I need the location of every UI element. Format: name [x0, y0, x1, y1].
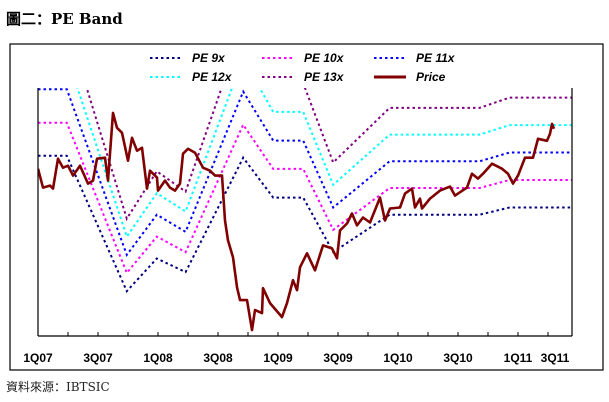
legend-label: PE 10x — [304, 51, 345, 65]
source-note: 資料來源：IBTSIC — [6, 380, 110, 394]
x-tick-label: 1Q08 — [143, 351, 173, 365]
x-ticks — [67, 332, 549, 336]
legend-item-pe-10x: PE 10x — [262, 51, 345, 65]
legend-item-pe-9x: PE 9x — [150, 51, 226, 65]
x-tick-label: 3Q07 — [83, 351, 113, 365]
series-line-pe-9x — [38, 154, 572, 294]
chart-frame — [9, 43, 604, 371]
series-line-pe-13x — [85, 88, 572, 222]
legend: PE 9x PE 10x PE 11x PE 12x PE 13x Price — [150, 51, 456, 84]
series-line-pe-10x — [38, 121, 572, 275]
x-tick-label: 3Q11 — [541, 351, 570, 365]
x-tick-label: 1Q07 — [23, 351, 53, 365]
legend-item-pe-11x: PE 11x — [374, 51, 456, 65]
legend-label: PE 12x — [192, 70, 233, 84]
legend-label: PE 9x — [192, 51, 226, 65]
x-tick-label: 1Q10 — [383, 351, 413, 365]
x-tick-label: 1Q09 — [263, 351, 293, 365]
x-tick-label: 3Q10 — [443, 351, 473, 365]
series-line-pe-12x — [76, 88, 572, 239]
series-line-pe-11x — [38, 88, 572, 257]
legend-label: PE 13x — [304, 70, 345, 84]
x-tick-label: 1Q11 — [504, 351, 533, 365]
series-line-price — [38, 111, 556, 332]
legend-label: PE 11x — [416, 51, 456, 65]
legend-item-pe-12x: PE 12x — [150, 70, 233, 84]
x-tick-labels: 1Q07 3Q07 1Q08 3Q08 1Q09 3Q09 1Q10 3Q10 1Q11 3Q11 — [23, 351, 569, 365]
plot-area — [38, 88, 572, 332]
legend-item-price: Price — [374, 70, 446, 84]
legend-item-pe-13x: PE 13x — [262, 70, 345, 84]
legend-label: Price — [416, 70, 446, 84]
chart-title: 圖二：PE Band — [6, 10, 123, 28]
x-tick-label: 3Q09 — [323, 351, 353, 365]
x-tick-label: 3Q08 — [203, 351, 233, 365]
